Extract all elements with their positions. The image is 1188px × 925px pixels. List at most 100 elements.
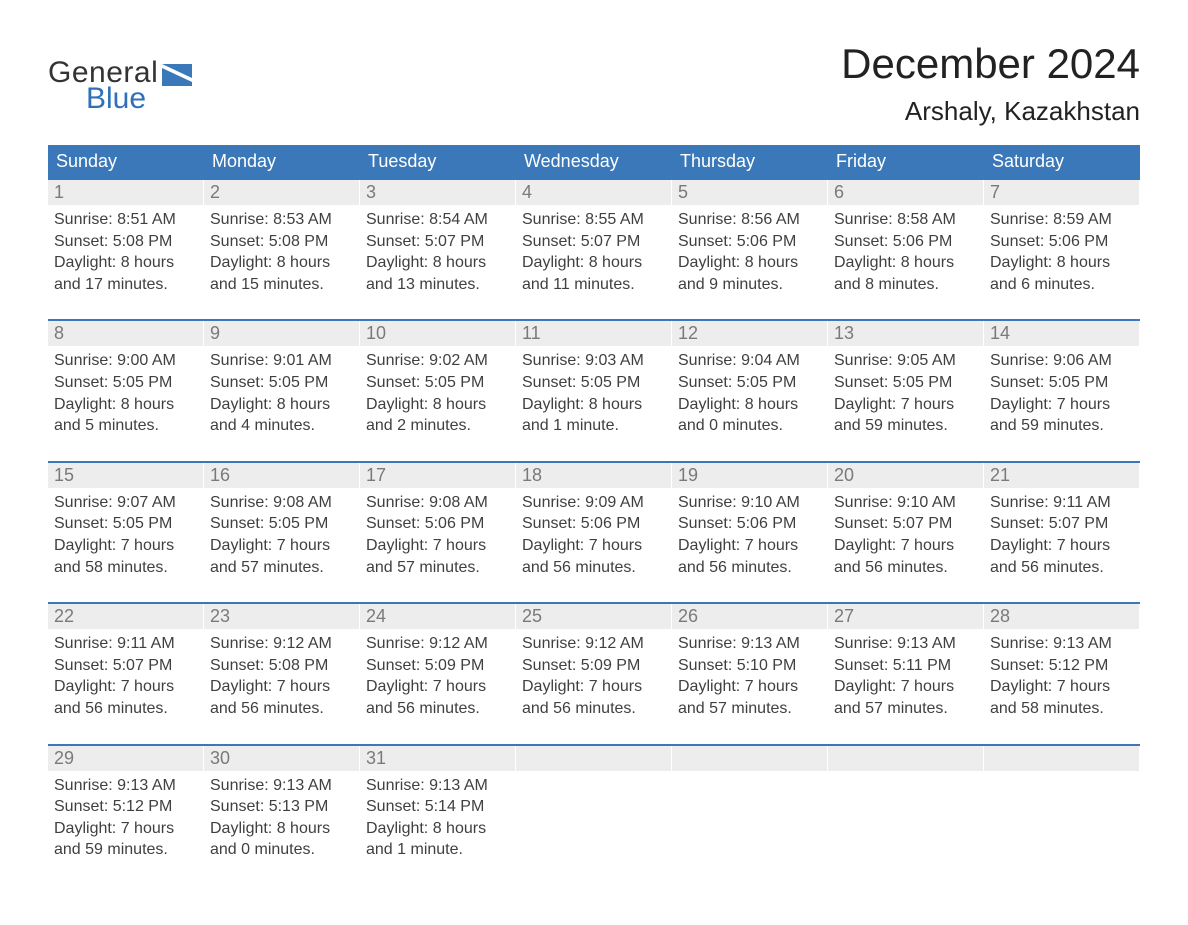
week-row: 891011121314Sunrise: 9:00 AMSunset: 5:05… xyxy=(48,319,1140,440)
daylight-text-2: and 59 minutes. xyxy=(990,415,1134,437)
daylight-text-1: Daylight: 8 hours xyxy=(678,252,822,274)
sunrise-text: Sunrise: 8:59 AM xyxy=(990,209,1134,231)
day-details: Sunrise: 9:13 AMSunset: 5:10 PMDaylight:… xyxy=(672,629,828,723)
sunset-text: Sunset: 5:12 PM xyxy=(54,796,198,818)
sunset-text: Sunset: 5:06 PM xyxy=(678,513,822,535)
daylight-text-1: Daylight: 8 hours xyxy=(54,252,198,274)
week-row: 1234567Sunrise: 8:51 AMSunset: 5:08 PMDa… xyxy=(48,178,1140,299)
sunrise-text: Sunrise: 9:08 AM xyxy=(366,492,510,514)
daylight-text-2: and 57 minutes. xyxy=(366,557,510,579)
daylight-text-1: Daylight: 8 hours xyxy=(210,394,354,416)
sunset-text: Sunset: 5:07 PM xyxy=(522,231,666,253)
day-number: 5 xyxy=(672,180,828,205)
daylight-text-2: and 1 minute. xyxy=(522,415,666,437)
daylight-text-2: and 56 minutes. xyxy=(990,557,1134,579)
daylight-text-1: Daylight: 7 hours xyxy=(678,676,822,698)
sunrise-text: Sunrise: 9:11 AM xyxy=(990,492,1134,514)
day-number: 12 xyxy=(672,321,828,346)
day-number: 10 xyxy=(360,321,516,346)
month-title: December 2024 xyxy=(841,40,1140,88)
sunrise-text: Sunrise: 9:02 AM xyxy=(366,350,510,372)
day-number: 21 xyxy=(984,463,1140,488)
week-row: 15161718192021Sunrise: 9:07 AMSunset: 5:… xyxy=(48,461,1140,582)
daylight-text-2: and 58 minutes. xyxy=(990,698,1134,720)
sunrise-text: Sunrise: 9:12 AM xyxy=(522,633,666,655)
daylight-text-2: and 56 minutes. xyxy=(210,698,354,720)
daylight-text-1: Daylight: 7 hours xyxy=(990,394,1134,416)
daylight-text-1: Daylight: 7 hours xyxy=(54,818,198,840)
day-number xyxy=(984,746,1140,771)
sunrise-text: Sunrise: 9:10 AM xyxy=(678,492,822,514)
daylight-text-2: and 56 minutes. xyxy=(522,698,666,720)
day-details: Sunrise: 9:03 AMSunset: 5:05 PMDaylight:… xyxy=(516,346,672,440)
daylight-text-2: and 56 minutes. xyxy=(54,698,198,720)
day-details: Sunrise: 9:13 AMSunset: 5:14 PMDaylight:… xyxy=(360,771,516,865)
day-number: 29 xyxy=(48,746,204,771)
sunrise-text: Sunrise: 9:13 AM xyxy=(366,775,510,797)
daylight-text-2: and 5 minutes. xyxy=(54,415,198,437)
sunset-text: Sunset: 5:06 PM xyxy=(834,231,978,253)
sunset-text: Sunset: 5:05 PM xyxy=(210,372,354,394)
day-details: Sunrise: 9:12 AMSunset: 5:09 PMDaylight:… xyxy=(360,629,516,723)
daylight-text-2: and 17 minutes. xyxy=(54,274,198,296)
day-number: 8 xyxy=(48,321,204,346)
day-details: Sunrise: 9:11 AMSunset: 5:07 PMDaylight:… xyxy=(48,629,204,723)
day-number: 28 xyxy=(984,604,1140,629)
day-details: Sunrise: 9:07 AMSunset: 5:05 PMDaylight:… xyxy=(48,488,204,582)
day-number xyxy=(516,746,672,771)
day-number: 15 xyxy=(48,463,204,488)
daylight-text-2: and 0 minutes. xyxy=(210,839,354,861)
sunrise-text: Sunrise: 9:10 AM xyxy=(834,492,978,514)
day-number: 17 xyxy=(360,463,516,488)
daylight-text-2: and 2 minutes. xyxy=(366,415,510,437)
weekday-header: Wednesday xyxy=(516,145,672,178)
daylight-text-1: Daylight: 7 hours xyxy=(210,676,354,698)
daylight-text-1: Daylight: 7 hours xyxy=(210,535,354,557)
day-details xyxy=(984,771,1140,865)
title-block: December 2024 Arshaly, Kazakhstan xyxy=(841,40,1140,127)
week-row: 22232425262728Sunrise: 9:11 AMSunset: 5:… xyxy=(48,602,1140,723)
day-details: Sunrise: 9:10 AMSunset: 5:06 PMDaylight:… xyxy=(672,488,828,582)
sunrise-text: Sunrise: 9:13 AM xyxy=(990,633,1134,655)
sunset-text: Sunset: 5:06 PM xyxy=(522,513,666,535)
day-details: Sunrise: 9:12 AMSunset: 5:09 PMDaylight:… xyxy=(516,629,672,723)
sunset-text: Sunset: 5:05 PM xyxy=(54,513,198,535)
day-details: Sunrise: 9:13 AMSunset: 5:13 PMDaylight:… xyxy=(204,771,360,865)
daylight-text-1: Daylight: 7 hours xyxy=(366,676,510,698)
day-number: 22 xyxy=(48,604,204,629)
weekday-header-row: Sunday Monday Tuesday Wednesday Thursday… xyxy=(48,145,1140,178)
day-details: Sunrise: 9:13 AMSunset: 5:12 PMDaylight:… xyxy=(984,629,1140,723)
sunset-text: Sunset: 5:05 PM xyxy=(54,372,198,394)
daylight-text-1: Daylight: 7 hours xyxy=(54,676,198,698)
day-number: 18 xyxy=(516,463,672,488)
sunrise-text: Sunrise: 8:58 AM xyxy=(834,209,978,231)
day-details: Sunrise: 8:58 AMSunset: 5:06 PMDaylight:… xyxy=(828,205,984,299)
daylight-text-1: Daylight: 8 hours xyxy=(54,394,198,416)
day-number: 7 xyxy=(984,180,1140,205)
daylight-text-2: and 13 minutes. xyxy=(366,274,510,296)
sunset-text: Sunset: 5:14 PM xyxy=(366,796,510,818)
day-details xyxy=(672,771,828,865)
sunrise-text: Sunrise: 9:06 AM xyxy=(990,350,1134,372)
daylight-text-1: Daylight: 8 hours xyxy=(210,818,354,840)
day-details: Sunrise: 9:13 AMSunset: 5:12 PMDaylight:… xyxy=(48,771,204,865)
sunset-text: Sunset: 5:09 PM xyxy=(366,655,510,677)
week-row: 293031 Sunrise: 9:13 AMSunset: 5:12 PMDa… xyxy=(48,744,1140,865)
day-details: Sunrise: 9:04 AMSunset: 5:05 PMDaylight:… xyxy=(672,346,828,440)
day-number: 11 xyxy=(516,321,672,346)
daylight-text-1: Daylight: 8 hours xyxy=(522,252,666,274)
daylight-text-2: and 15 minutes. xyxy=(210,274,354,296)
day-details: Sunrise: 9:05 AMSunset: 5:05 PMDaylight:… xyxy=(828,346,984,440)
day-number: 26 xyxy=(672,604,828,629)
day-details xyxy=(516,771,672,865)
brand-word-blue: Blue xyxy=(86,84,158,114)
day-number: 25 xyxy=(516,604,672,629)
daylight-text-1: Daylight: 7 hours xyxy=(54,535,198,557)
day-number: 13 xyxy=(828,321,984,346)
daylight-text-1: Daylight: 8 hours xyxy=(990,252,1134,274)
day-details: Sunrise: 9:06 AMSunset: 5:05 PMDaylight:… xyxy=(984,346,1140,440)
daylight-text-2: and 56 minutes. xyxy=(522,557,666,579)
daylight-text-1: Daylight: 8 hours xyxy=(210,252,354,274)
sunrise-text: Sunrise: 9:05 AM xyxy=(834,350,978,372)
sunset-text: Sunset: 5:07 PM xyxy=(834,513,978,535)
